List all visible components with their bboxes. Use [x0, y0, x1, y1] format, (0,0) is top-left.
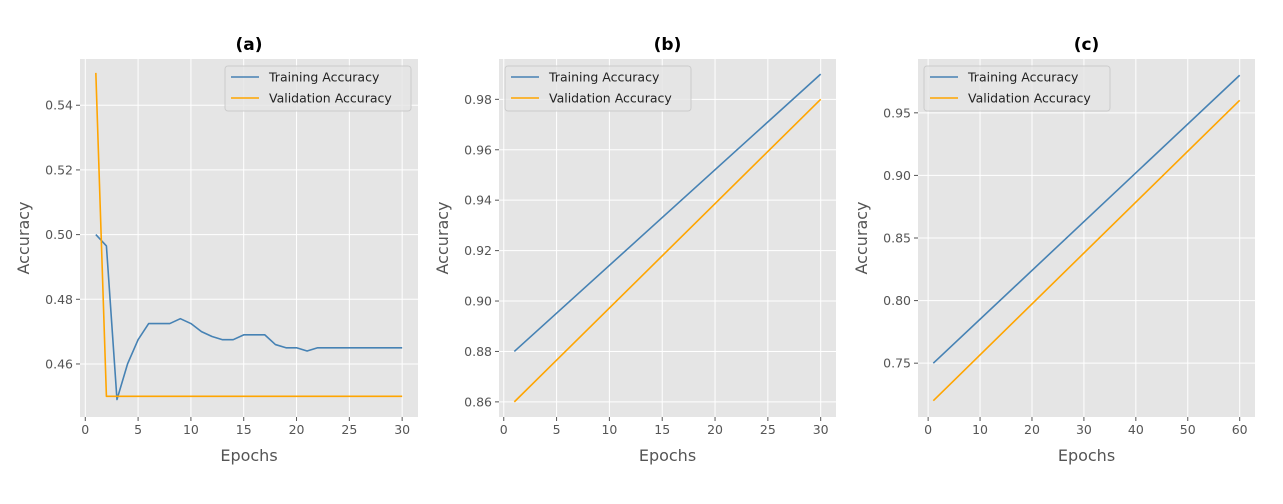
x-tick-label: 5	[134, 422, 142, 437]
y-tick-label: 0.90	[464, 294, 492, 309]
y-tick-label: 0.92	[464, 243, 492, 258]
legend-box	[923, 65, 1111, 112]
x-tick-label: 50	[1180, 422, 1196, 437]
plot-area	[499, 59, 836, 417]
subplot-title: (c)	[1074, 35, 1100, 55]
legend-label: Training Accuracy	[268, 70, 380, 85]
y-tick-label: 0.90	[883, 168, 911, 183]
y-tick-label: 0.75	[883, 356, 911, 371]
validation-accuracy-line	[513, 98, 822, 403]
y-axis-label: Accuracy	[433, 201, 452, 274]
legend-label: Validation Accuracy	[269, 91, 392, 106]
subplot-a: 0 5 10 15 20 25 30 0.46 0.48 0.50 0.52 0.54 (a) Epoch…	[14, 35, 418, 465]
subplot-title: (b)	[654, 35, 682, 55]
y-tick-label: 0.52	[45, 162, 73, 177]
x-tick-label: 30	[1076, 422, 1092, 437]
y-axis-label: Accuracy	[14, 201, 33, 274]
x-tick-label: 20	[707, 422, 723, 437]
x-tick-label: 25	[341, 422, 357, 437]
legend-label: Training Accuracy	[967, 70, 1079, 85]
x-tick-label: 10	[183, 422, 199, 437]
subplot-b: 0 5 10 15 20 25 30 0.86 0.88 0.90 0.92 0.94 0.96 0.98…	[433, 35, 836, 465]
y-axis-label: Accuracy	[852, 201, 871, 274]
training-accuracy-line	[95, 234, 403, 401]
y-tick-label: 0.54	[45, 98, 73, 113]
x-axis-label: Epochs	[639, 446, 696, 465]
y-tick-label: 0.46	[45, 356, 73, 371]
y-tick-label: 0.94	[464, 193, 492, 208]
legend: Training Accuracy Validation Accuracy	[504, 65, 692, 112]
plot-area	[80, 59, 418, 417]
x-tick-label: 0	[500, 422, 508, 437]
y-tick-label: 0.95	[883, 105, 911, 120]
x-tick-label: 10	[972, 422, 988, 437]
x-tick-label: 0	[924, 422, 932, 437]
y-tick-label: 0.85	[883, 231, 911, 246]
y-tick-label: 0.96	[464, 142, 492, 157]
training-accuracy-line	[513, 73, 822, 353]
validation-accuracy-line	[95, 72, 403, 398]
subplot-title: (a)	[235, 35, 262, 55]
y-tick-label: 0.50	[45, 227, 73, 242]
validation-accuracy-line	[932, 99, 1241, 402]
legend: Training Accuracy Validation Accuracy	[224, 65, 412, 112]
x-tick-label: 5	[553, 422, 561, 437]
legend-label: Validation Accuracy	[549, 91, 672, 106]
x-tick-label: 60	[1232, 422, 1248, 437]
y-tick-label: 0.80	[883, 293, 911, 308]
legend: Training Accuracy Validation Accuracy	[923, 65, 1111, 112]
x-tick-label: 10	[601, 422, 617, 437]
x-tick-label: 20	[289, 422, 305, 437]
x-tick-label: 40	[1128, 422, 1144, 437]
x-axis-label: Epochs	[220, 446, 277, 465]
y-tick-label: 0.48	[45, 292, 73, 307]
x-tick-label: 30	[813, 422, 829, 437]
x-tick-label: 30	[394, 422, 410, 437]
x-tick-label: 25	[760, 422, 776, 437]
y-tick-label: 0.98	[464, 92, 492, 107]
x-axis-label: Epochs	[1058, 446, 1115, 465]
legend-label: Training Accuracy	[548, 70, 660, 85]
legend-label: Validation Accuracy	[968, 91, 1091, 106]
legend-box	[224, 65, 412, 112]
x-tick-label: 20	[1024, 422, 1040, 437]
subplot-c: 0 10 20 30 40 50 60 0.75 0.80 0.85 0.90 0.95 (c) Epoc…	[852, 35, 1255, 465]
x-tick-label: 15	[236, 422, 252, 437]
training-accuracy-line	[932, 74, 1241, 364]
x-tick-label: 0	[81, 422, 89, 437]
y-tick-label: 0.86	[464, 394, 492, 409]
y-tick-label: 0.88	[464, 344, 492, 359]
x-tick-label: 15	[654, 422, 670, 437]
legend-box	[504, 65, 692, 112]
